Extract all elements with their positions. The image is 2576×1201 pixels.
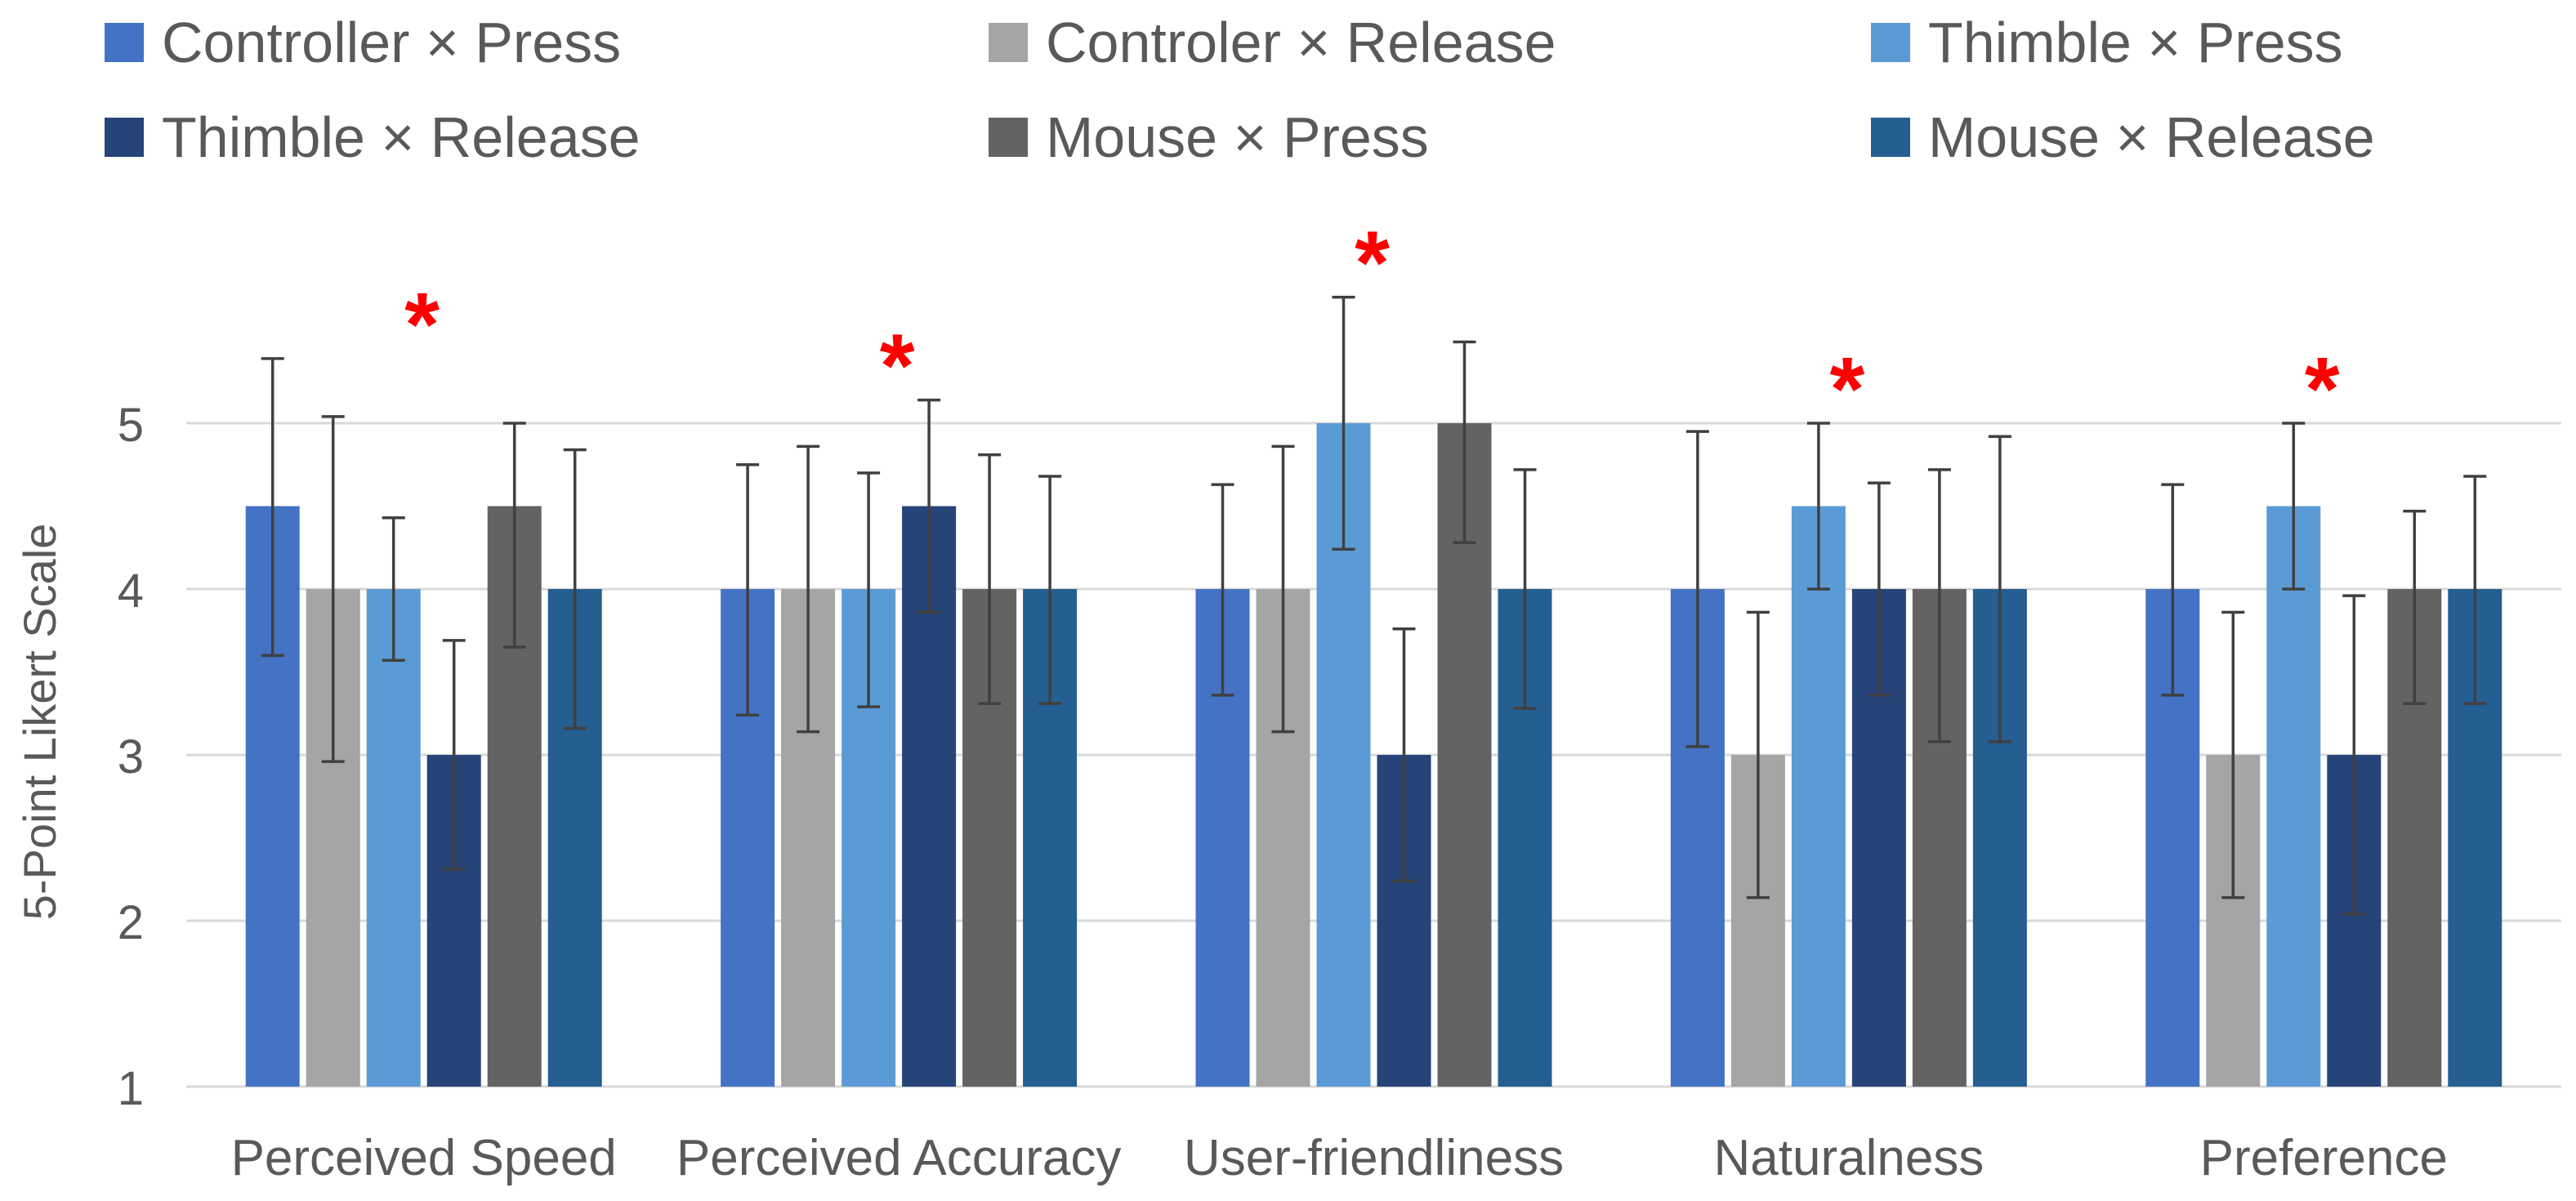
y-tick-label: 3 bbox=[118, 730, 144, 784]
bar bbox=[2266, 506, 2321, 1087]
gridlines bbox=[186, 422, 2561, 1088]
bar bbox=[1791, 506, 1846, 1087]
legend-label: Mouse × Release bbox=[1928, 105, 2375, 169]
x-tick-label: Naturalness bbox=[1713, 1130, 1984, 1186]
significance-markers: * * * * * bbox=[404, 213, 2340, 440]
legend-label: Controller × Press bbox=[162, 11, 621, 74]
bar bbox=[366, 589, 421, 1087]
y-tick-label: 1 bbox=[118, 1062, 144, 1115]
legend-swatch bbox=[105, 23, 144, 62]
significance-asterisk: * bbox=[2305, 339, 2340, 440]
x-axis-ticks: Perceived Speed Perceived Accuracy User-fr… bbox=[231, 1130, 2448, 1186]
legend-label: Controler × Release bbox=[1046, 11, 1556, 74]
legend-swatch bbox=[105, 118, 144, 157]
x-tick-label: Perceived Accuracy bbox=[676, 1130, 1121, 1186]
legend: Controller × Press Controler × Release Thi… bbox=[105, 11, 2375, 169]
legend-swatch bbox=[989, 118, 1028, 157]
x-tick-label: User-friendliness bbox=[1184, 1130, 1564, 1186]
error-bars bbox=[261, 295, 2487, 916]
y-tick-label: 5 bbox=[118, 399, 144, 452]
legend-label: Mouse × Press bbox=[1046, 105, 1429, 169]
legend-label: Thimble × Press bbox=[1928, 11, 2343, 74]
significance-asterisk: * bbox=[404, 275, 440, 375]
legend-swatch bbox=[1871, 118, 1910, 157]
y-axis-ticks: 1 2 3 4 5 bbox=[118, 399, 144, 1115]
significance-asterisk: * bbox=[1829, 339, 1864, 440]
legend-label: Thimble × Release bbox=[162, 105, 641, 169]
significance-asterisk: * bbox=[1355, 213, 1390, 314]
x-tick-label: Perceived Speed bbox=[231, 1130, 617, 1186]
x-tick-label: Preference bbox=[2200, 1130, 2448, 1186]
legend-swatch bbox=[1871, 23, 1910, 62]
y-axis-label: 5-Point Likert Scale bbox=[14, 524, 65, 921]
significance-asterisk: * bbox=[880, 316, 915, 417]
y-tick-label: 2 bbox=[118, 896, 144, 949]
y-tick-label: 4 bbox=[118, 565, 144, 618]
legend-swatch bbox=[989, 23, 1028, 62]
